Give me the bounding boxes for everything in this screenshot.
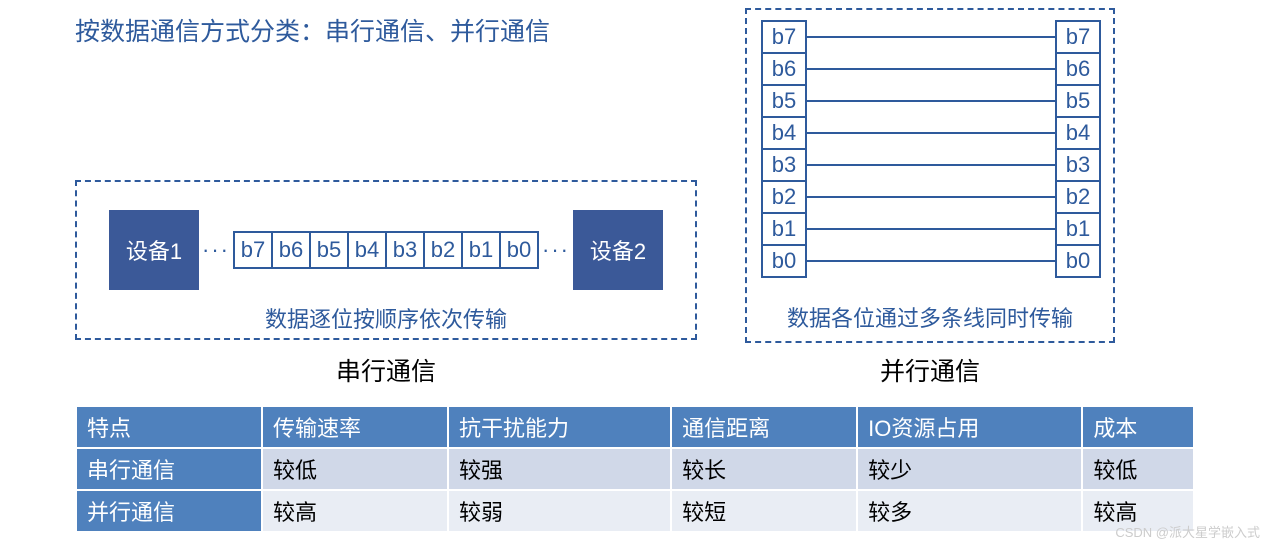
bit-cell-left: b4: [761, 116, 807, 150]
wire-line: [807, 260, 1055, 262]
col-header: 抗干扰能力: [448, 406, 671, 448]
serial-diagram: 设备1 ··· b7 b6 b5 b4 b3 b2 b1 b0 ··· 设备2 …: [75, 180, 697, 340]
parallel-row: b1 b1: [761, 212, 1101, 246]
bit-cell: b4: [347, 231, 387, 269]
table-cell: 较弱: [448, 490, 671, 532]
page-title: 按数据通信方式分类：串行通信、并行通信: [75, 12, 550, 48]
wire-line: [807, 132, 1055, 134]
table-header-row: 特点 传输速率 抗干扰能力 通信距离 IO资源占用 成本: [76, 406, 1194, 448]
bit-cell-left: b5: [761, 84, 807, 118]
watermark: CSDN @派大星学嵌入式: [1115, 522, 1260, 541]
bit-cell-right: b5: [1055, 84, 1101, 118]
table-row: 串行通信 较低 较强 较长 较少 较低: [76, 448, 1194, 490]
serial-bits: b7 b6 b5 b4 b3 b2 b1 b0: [233, 231, 539, 269]
table-cell: 较长: [671, 448, 857, 490]
wire-line: [807, 196, 1055, 198]
table-cell: 较少: [857, 448, 1082, 490]
serial-row: 设备1 ··· b7 b6 b5 b4 b3 b2 b1 b0 ··· 设备2: [77, 210, 695, 290]
col-header: 通信距离: [671, 406, 857, 448]
col-header: 成本: [1082, 406, 1194, 448]
bit-cell: b3: [385, 231, 425, 269]
table-cell: 较多: [857, 490, 1082, 532]
parallel-diagram: b7 b7 b6 b6 b5 b5 b4 b4 b3 b3 b2 b2: [745, 8, 1115, 343]
bit-cell-left: b1: [761, 212, 807, 246]
table-row: 并行通信 较高 较弱 较短 较多 较高: [76, 490, 1194, 532]
bit-cell: b5: [309, 231, 349, 269]
parallel-row: b4 b4: [761, 116, 1101, 150]
parallel-row: b3 b3: [761, 148, 1101, 182]
parallel-row: b2 b2: [761, 180, 1101, 214]
parallel-row: b7 b7: [761, 20, 1101, 54]
table-cell: 较高: [262, 490, 448, 532]
bit-cell-left: b7: [761, 20, 807, 54]
parallel-caption: 数据各位通过多条线同时传输: [747, 301, 1113, 333]
table-cell: 较低: [262, 448, 448, 490]
table-cell: 较低: [1082, 448, 1194, 490]
wire-line: [807, 100, 1055, 102]
col-header: IO资源占用: [857, 406, 1082, 448]
bit-cell-right: b2: [1055, 180, 1101, 214]
bit-cell: b7: [233, 231, 273, 269]
bit-cell-left: b3: [761, 148, 807, 182]
parallel-row: b6 b6: [761, 52, 1101, 86]
bit-cell-left: b2: [761, 180, 807, 214]
wire-line: [807, 164, 1055, 166]
serial-label: 串行通信: [75, 352, 697, 388]
bit-cell: b2: [423, 231, 463, 269]
bit-cell-right: b6: [1055, 52, 1101, 86]
bit-cell-right: b0: [1055, 244, 1101, 278]
bit-cell-right: b1: [1055, 212, 1101, 246]
bit-cell: b1: [461, 231, 501, 269]
wire-line: [807, 228, 1055, 230]
ellipsis-right: ···: [539, 237, 573, 263]
ellipsis-left: ···: [199, 237, 233, 263]
table-cell: 较短: [671, 490, 857, 532]
bit-cell-right: b3: [1055, 148, 1101, 182]
bit-cell-left: b0: [761, 244, 807, 278]
bit-cell: b0: [499, 231, 539, 269]
device-1: 设备1: [109, 210, 199, 290]
device-2: 设备2: [573, 210, 663, 290]
comparison-table: 特点 传输速率 抗干扰能力 通信距离 IO资源占用 成本 串行通信 较低 较强 …: [75, 405, 1195, 533]
serial-caption: 数据逐位按顺序依次传输: [77, 302, 695, 334]
row-header: 并行通信: [76, 490, 262, 532]
parallel-label: 并行通信: [745, 352, 1115, 388]
parallel-row: b0 b0: [761, 244, 1101, 278]
col-header: 特点: [76, 406, 262, 448]
bit-cell-right: b7: [1055, 20, 1101, 54]
wire-line: [807, 68, 1055, 70]
bit-cell: b6: [271, 231, 311, 269]
col-header: 传输速率: [262, 406, 448, 448]
row-header: 串行通信: [76, 448, 262, 490]
table-cell: 较强: [448, 448, 671, 490]
parallel-row: b5 b5: [761, 84, 1101, 118]
bit-cell-right: b4: [1055, 116, 1101, 150]
wire-line: [807, 36, 1055, 38]
bit-cell-left: b6: [761, 52, 807, 86]
parallel-rows: b7 b7 b6 b6 b5 b5 b4 b4 b3 b3 b2 b2: [761, 20, 1101, 276]
